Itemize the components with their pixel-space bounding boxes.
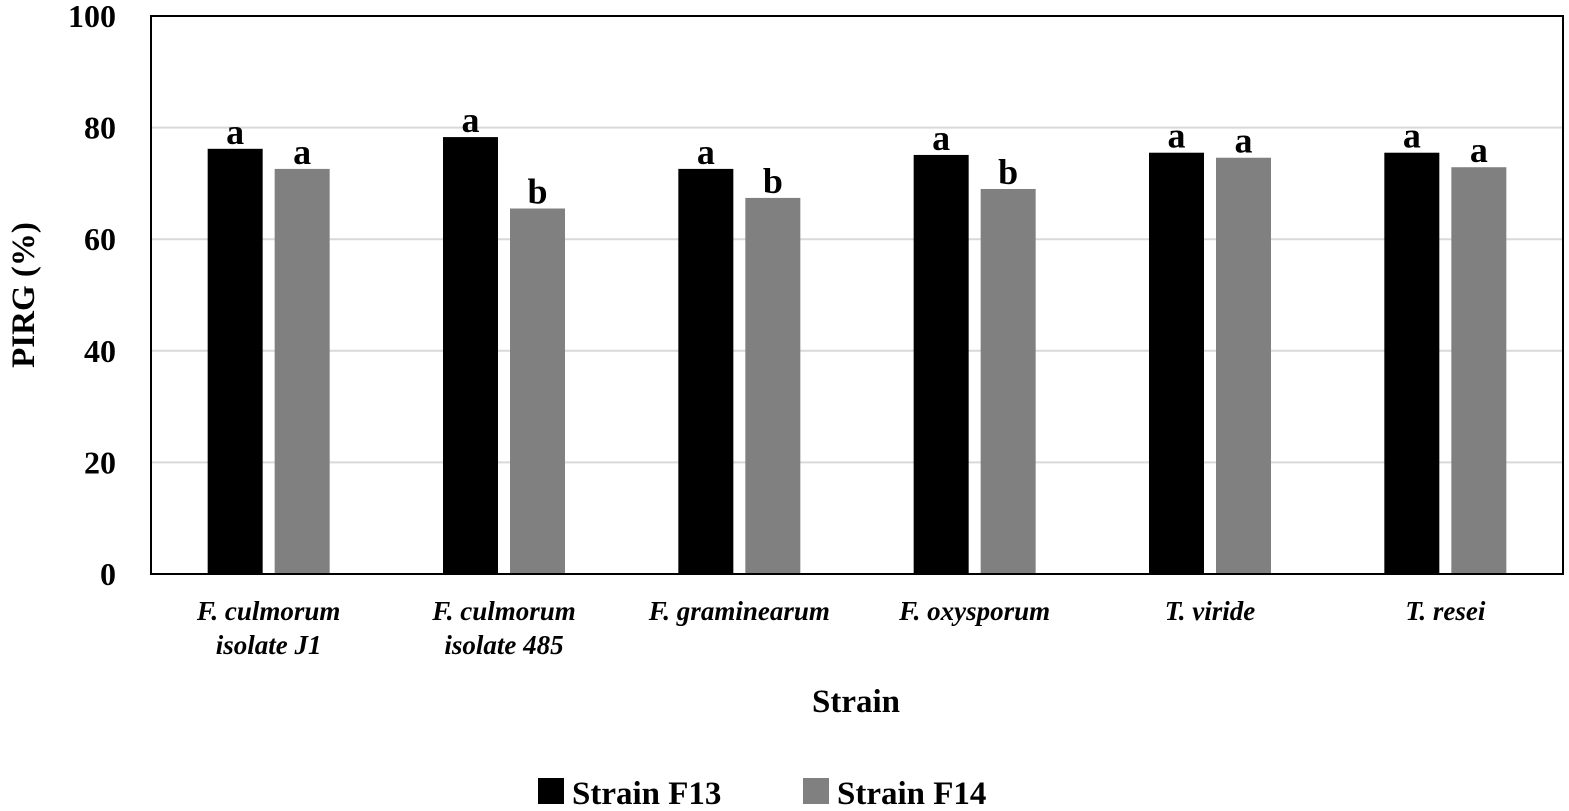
significance-label: a [1235,121,1253,161]
bars [207,137,1507,575]
y-axis-ticks: 0 20 40 60 80 100 [68,0,116,592]
significance-label: a [293,132,311,172]
bar [1384,152,1440,574]
significance-label: b [763,161,783,201]
bar [274,168,330,574]
significance-label: a [1168,116,1186,156]
x-axis-categories: F. culmorum isolate J1 F. culmorum isolate … [196,596,1486,660]
bar [443,137,498,574]
y-tick-label: 0 [100,556,116,592]
bar [207,148,263,574]
bar [678,168,734,574]
significance-label: a [932,118,950,158]
significance-label: a [462,100,480,140]
x-category-label: T. viride [1165,596,1256,626]
x-category-label: F. graminearum [648,596,830,626]
bar [745,197,801,574]
significance-labels: a a a b a b a b a a a a [226,100,1488,211]
significance-label: a [697,132,715,172]
significance-label: b [998,152,1018,192]
significance-label: a [226,112,244,152]
bar [980,188,1036,575]
y-tick-label: 40 [84,333,116,369]
bar [1451,167,1507,574]
y-tick-label: 100 [68,0,116,34]
x-category-label: F. culmorum [431,596,576,626]
y-tick-label: 80 [84,110,116,146]
significance-label: a [1403,116,1421,156]
y-tick-label: 20 [84,444,116,480]
x-category-label: T. resei [1405,596,1485,626]
x-category-label: isolate J1 [216,630,322,660]
legend: Strain F13 Strain F14 [538,776,986,811]
significance-label: b [527,172,547,212]
x-category-label: F. oxysporum [898,596,1050,626]
x-category-label: F. culmorum [196,596,341,626]
bar [1216,157,1271,574]
x-category-label: isolate 485 [444,630,563,660]
bar [510,208,565,574]
legend-swatch [803,778,829,804]
significance-label: a [1470,130,1488,170]
y-tick-label: 60 [84,221,116,257]
y-axis-title: PIRG (%) [6,222,42,368]
legend-label: Strain F13 [572,776,721,811]
legend-swatch [538,778,564,804]
plot-area-border [150,15,1564,575]
bar [1149,152,1204,574]
gridlines [151,126,1563,464]
legend-label: Strain F14 [837,776,986,811]
bar [913,154,969,574]
x-axis-title: Strain [812,684,900,720]
